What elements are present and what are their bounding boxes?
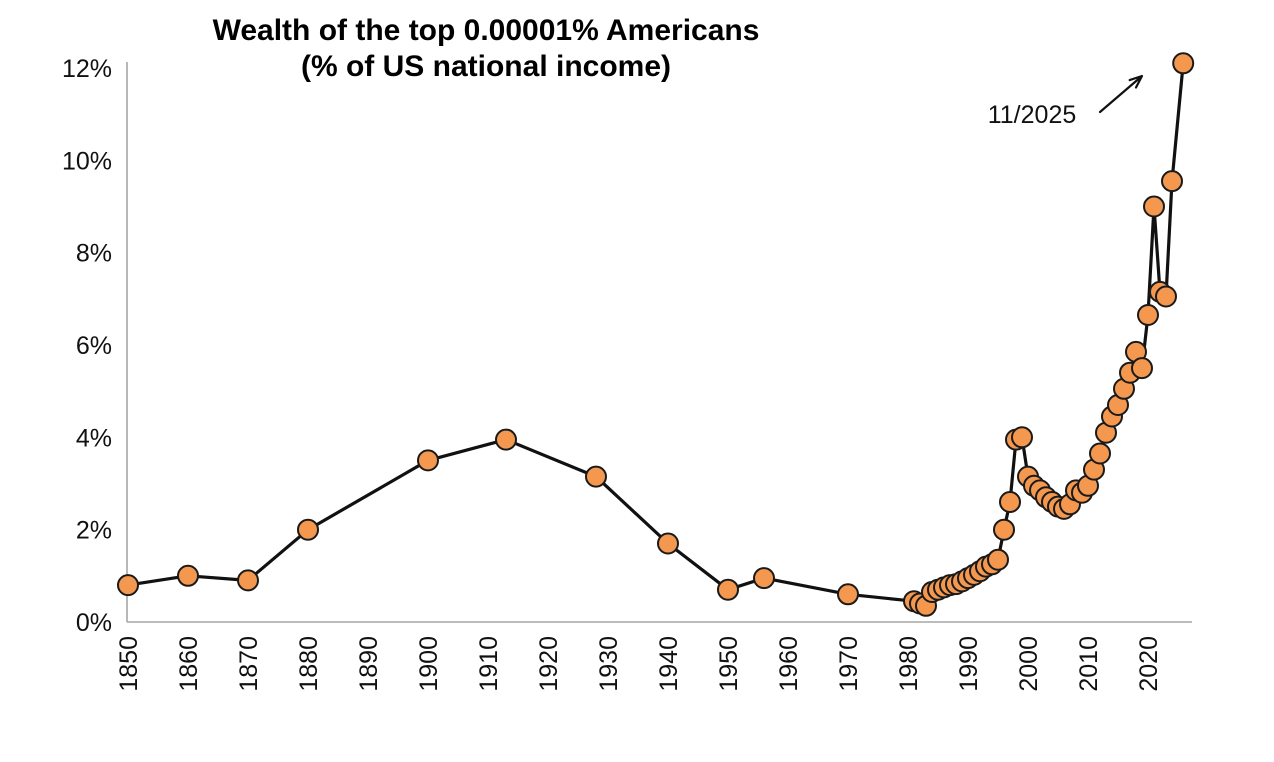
- x-tick-label: 1900: [415, 636, 443, 692]
- y-tick-label: 10%: [62, 147, 112, 175]
- data-point: [297, 518, 319, 541]
- y-tick-label: 2%: [76, 517, 112, 545]
- y-tick-label: 8%: [76, 240, 112, 268]
- x-tick-label: 1880: [295, 636, 323, 692]
- x-tick-label: 1940: [655, 636, 683, 692]
- chart-subtitle: (% of US national income): [301, 50, 671, 83]
- data-point: [837, 583, 859, 606]
- x-tick-label: 1890: [355, 636, 383, 692]
- y-tick-label: 12%: [62, 55, 112, 83]
- x-tick-label: 1990: [955, 636, 983, 692]
- x-tick-label: 1970: [835, 636, 863, 692]
- data-point: [657, 532, 679, 555]
- x-tick-label: 1930: [595, 636, 623, 692]
- x-tick-label: 1910: [475, 636, 503, 692]
- x-tick-label: 2020: [1135, 636, 1163, 692]
- y-tick-label: 0%: [76, 609, 112, 637]
- x-tick-label: 1980: [895, 636, 923, 692]
- y-tick-label: 6%: [76, 332, 112, 360]
- plot-area: 0% 2% 4% 6% 8% 10% 12% 1850 1860 1870 1880 1890 1900…: [62, 52, 1195, 692]
- x-tick-label: 2010: [1075, 636, 1103, 692]
- x-tick-label: 1860: [175, 636, 203, 692]
- x-tick-label: 1920: [535, 636, 563, 692]
- x-tick-label: 1950: [715, 636, 743, 692]
- data-point: [987, 548, 1009, 571]
- y-tick-label: 4%: [76, 424, 112, 452]
- data-point: [1143, 195, 1165, 218]
- annotation-label: 11/2025: [988, 101, 1077, 129]
- data-point: [999, 491, 1021, 513]
- x-tick-label: 1960: [775, 636, 803, 692]
- data-point: [237, 569, 259, 592]
- data-point: [1161, 170, 1183, 193]
- data-point: [585, 465, 607, 488]
- data-point: [993, 518, 1015, 541]
- annotation-arrow-icon: [1098, 74, 1144, 114]
- data-point: [417, 449, 439, 472]
- data-point: [1137, 304, 1159, 326]
- data-point: [1089, 442, 1111, 465]
- data-point: [495, 428, 517, 451]
- data-point: [177, 564, 199, 587]
- data-point: [1131, 357, 1153, 380]
- x-tick-label: 1850: [115, 636, 143, 692]
- series-line: [126, 61, 1185, 608]
- chart-title: Wealth of the top 0.00001% Americans: [213, 14, 760, 47]
- data-point: [1172, 52, 1195, 75]
- data-point: [1155, 285, 1177, 308]
- data-point: [117, 574, 139, 597]
- data-point: [1011, 426, 1033, 449]
- x-tick-label: 2000: [1015, 636, 1043, 692]
- data-point: [753, 567, 775, 590]
- x-tick-label: 1870: [235, 636, 263, 692]
- data-point: [717, 578, 739, 601]
